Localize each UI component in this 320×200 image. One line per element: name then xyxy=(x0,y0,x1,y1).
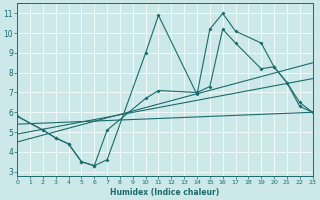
X-axis label: Humidex (Indice chaleur): Humidex (Indice chaleur) xyxy=(110,188,220,197)
